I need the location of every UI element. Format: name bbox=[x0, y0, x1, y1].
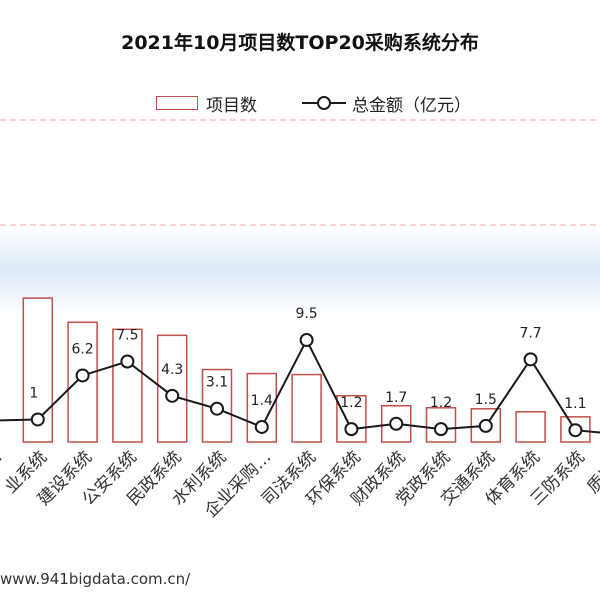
data-label-10: 1.2 bbox=[430, 395, 452, 411]
data-label-6: 1.4 bbox=[251, 393, 273, 409]
data-label-8: 1.2 bbox=[340, 395, 362, 411]
chart-title: 2021年10月项目数TOP20采购系统分布 bbox=[121, 32, 479, 54]
line-point-6 bbox=[254, 419, 269, 434]
line-point-12 bbox=[523, 352, 538, 367]
data-label-11: 1.5 bbox=[475, 392, 497, 408]
line-point-9 bbox=[389, 416, 404, 431]
data-labels: 16.27.54.33.11.49.51.21.71.21.57.71.10.7 bbox=[29, 306, 586, 412]
chart-legend: 项目数 总金额（亿元） bbox=[0, 90, 600, 116]
line-point-13 bbox=[568, 423, 583, 438]
line-point-3 bbox=[120, 354, 135, 369]
data-label-5: 3.1 bbox=[206, 375, 228, 391]
line-point-1 bbox=[30, 412, 45, 427]
line-series-total-amount bbox=[0, 337, 600, 434]
line-point-7 bbox=[299, 333, 314, 348]
line-point-8 bbox=[344, 422, 359, 437]
total-amount-line bbox=[0, 337, 600, 434]
bar-series-project-count bbox=[22, 297, 591, 443]
tick-label-14: 质监系 bbox=[584, 447, 600, 497]
line-point-2 bbox=[75, 368, 90, 383]
legend-line-swatch bbox=[302, 96, 346, 110]
line-point-4 bbox=[165, 388, 180, 403]
plot-band bbox=[0, 225, 600, 315]
legend-label-total-amount: 总金额（亿元） bbox=[352, 95, 471, 116]
bar-1 bbox=[22, 297, 54, 443]
line-point-10 bbox=[434, 422, 448, 437]
bar-12 bbox=[515, 411, 546, 443]
source-url: www.941bigdata.com.cn/ bbox=[0, 570, 191, 588]
line-points bbox=[30, 333, 583, 438]
bar-3 bbox=[112, 328, 143, 443]
data-label-7: 9.5 bbox=[295, 306, 317, 322]
legend-bar-swatch bbox=[156, 96, 198, 110]
data-label-12: 7.7 bbox=[519, 325, 541, 341]
legend-label-project-count: 项目数 bbox=[206, 95, 257, 116]
plot-background bbox=[0, 119, 600, 315]
tick-label-0: … bbox=[0, 447, 7, 473]
data-label-13: 1.1 bbox=[564, 396, 586, 412]
data-label-1: 1 bbox=[29, 385, 38, 401]
data-label-4: 4.3 bbox=[161, 362, 183, 378]
x-axis-tick-labels: …业系统建设系统公安系统民政系统水利系统企业采购…司法系统环保系统财政系统党政系… bbox=[0, 447, 600, 521]
legend-item-project-count: 项目数 bbox=[156, 90, 257, 116]
legend-item-total-amount: 总金额（亿元） bbox=[302, 90, 471, 116]
bar-7 bbox=[291, 373, 322, 443]
line-point-5 bbox=[210, 401, 224, 416]
line-point-11 bbox=[478, 418, 493, 433]
data-label-2: 6.2 bbox=[71, 341, 93, 357]
bar-2 bbox=[67, 321, 98, 443]
data-label-3: 7.5 bbox=[116, 328, 138, 344]
data-label-9: 1.7 bbox=[385, 390, 407, 406]
